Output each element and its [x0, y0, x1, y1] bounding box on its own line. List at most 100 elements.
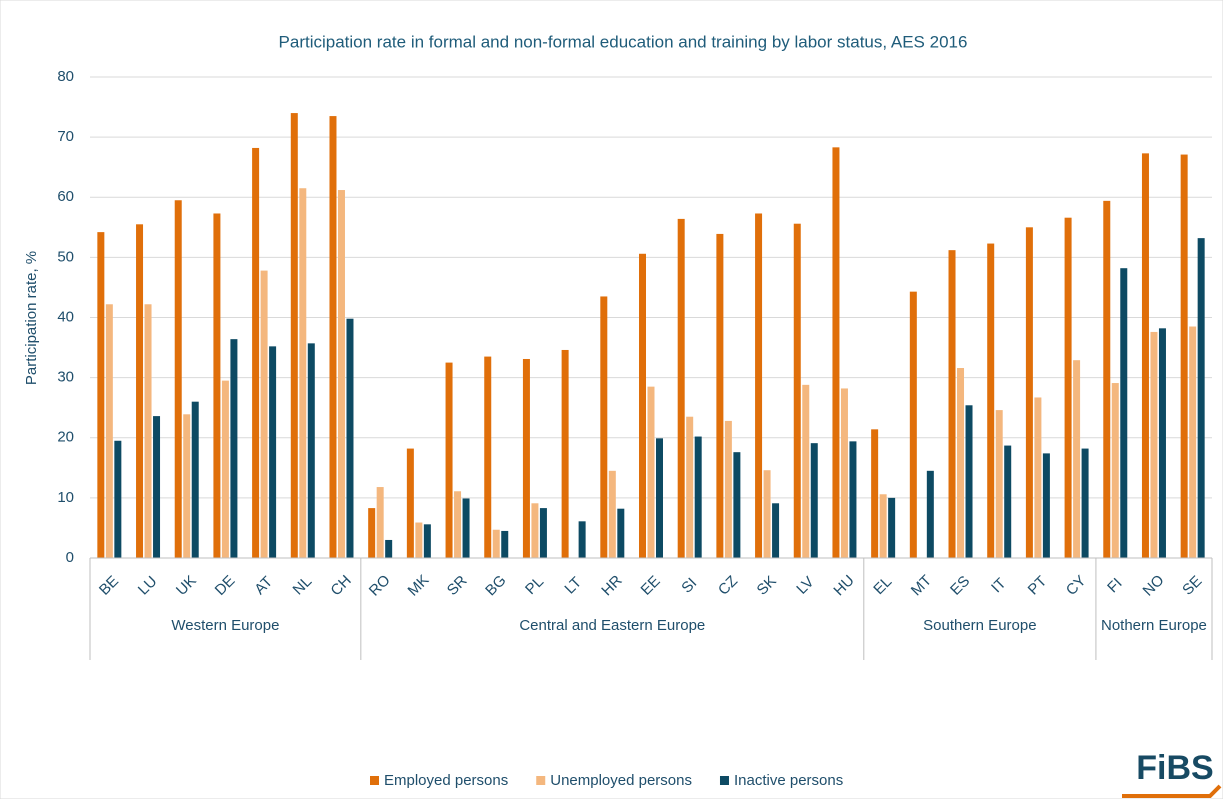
bar: [153, 416, 161, 558]
bar: [337, 190, 345, 558]
bar: [501, 530, 509, 558]
bar: [290, 113, 298, 558]
bar: [888, 497, 896, 558]
y-tick-label: 20: [57, 429, 74, 446]
bar: [307, 343, 315, 558]
bar: [1064, 217, 1072, 558]
bar: [1103, 200, 1111, 559]
bar: [260, 270, 268, 558]
bar: [454, 491, 462, 558]
bar: [1042, 453, 1050, 558]
bar: [1141, 153, 1149, 558]
bar: [114, 440, 122, 558]
bar: [724, 420, 732, 558]
legend-swatch: [370, 776, 379, 785]
bar: [1081, 448, 1089, 558]
legend-swatch: [536, 776, 546, 785]
bar: [1180, 154, 1188, 558]
bar: [802, 384, 810, 558]
bar: [183, 414, 191, 558]
bar: [1111, 383, 1119, 558]
bar: [230, 339, 238, 558]
y-tick-label: 80: [57, 68, 74, 85]
bar: [213, 213, 221, 558]
bar: [995, 410, 1003, 558]
bar: [987, 243, 995, 558]
bar: [849, 441, 857, 558]
y-tick-label: 50: [57, 248, 74, 265]
logo: FiBS: [1136, 749, 1213, 787]
bar: [269, 346, 277, 558]
bar: [578, 521, 586, 558]
bar: [639, 253, 646, 558]
y-tick-label: 0: [66, 549, 74, 566]
bar: [252, 147, 260, 558]
legend-label: Unemployed persons: [550, 772, 692, 789]
group-label: Central and Eastern Europe: [519, 617, 705, 634]
bar: [1073, 360, 1081, 558]
bar: [677, 218, 685, 558]
bar: [1189, 326, 1197, 558]
bar: [329, 116, 337, 559]
bar: [299, 188, 307, 558]
bar: [832, 147, 840, 558]
bar: [561, 349, 569, 558]
bar: [368, 508, 376, 558]
bar: [926, 470, 934, 558]
bar: [1150, 331, 1158, 558]
bar: [1004, 445, 1012, 558]
legend-swatch: [719, 776, 729, 785]
bar: [445, 362, 453, 558]
legend-label: Inactive persons: [734, 772, 843, 789]
bar: [1034, 397, 1042, 558]
bar: [144, 304, 152, 558]
bar: [686, 416, 694, 558]
bar: [909, 291, 917, 558]
legend-label: Employed persons: [384, 772, 508, 789]
bar: [810, 443, 818, 558]
logo-accent: [1122, 784, 1222, 798]
bar: [647, 386, 655, 558]
bar: [531, 503, 539, 558]
bar: [948, 250, 956, 558]
bar: [376, 487, 384, 558]
bar: [716, 233, 724, 558]
bar: [1120, 268, 1128, 558]
bar: [656, 438, 663, 558]
bar: [965, 405, 973, 558]
y-tick-label: 70: [57, 128, 74, 145]
bar: [346, 318, 354, 558]
bar: [385, 539, 393, 558]
bar: [191, 401, 199, 558]
bar: [733, 452, 741, 558]
bar: [415, 522, 423, 558]
bar: [492, 529, 500, 558]
y-tick-label: 60: [57, 188, 74, 205]
bar: [1158, 328, 1166, 558]
bar: [617, 508, 625, 558]
bar: [522, 358, 530, 558]
bar: [840, 388, 848, 558]
bar: [608, 470, 616, 558]
bar: [1025, 227, 1033, 558]
bar: [755, 213, 763, 558]
group-label: Western Europe: [171, 617, 279, 634]
group-label: Nothern Europe: [1101, 617, 1207, 634]
y-tick-label: 40: [57, 308, 74, 325]
group-label: Southern Europe: [923, 617, 1036, 634]
bar: [97, 232, 105, 558]
bar: [105, 304, 113, 558]
bar: [793, 223, 801, 558]
bar: [136, 224, 144, 558]
y-tick-label: 30: [57, 369, 74, 386]
bar: [600, 296, 608, 558]
bar: [1197, 238, 1205, 558]
chart-title: Participation rate in formal and non-for…: [279, 32, 968, 51]
bar: [484, 356, 492, 558]
bar: [694, 436, 702, 558]
bar: [174, 200, 182, 558]
bar: [423, 524, 431, 558]
y-axis-label: Participation rate, %: [23, 251, 40, 385]
